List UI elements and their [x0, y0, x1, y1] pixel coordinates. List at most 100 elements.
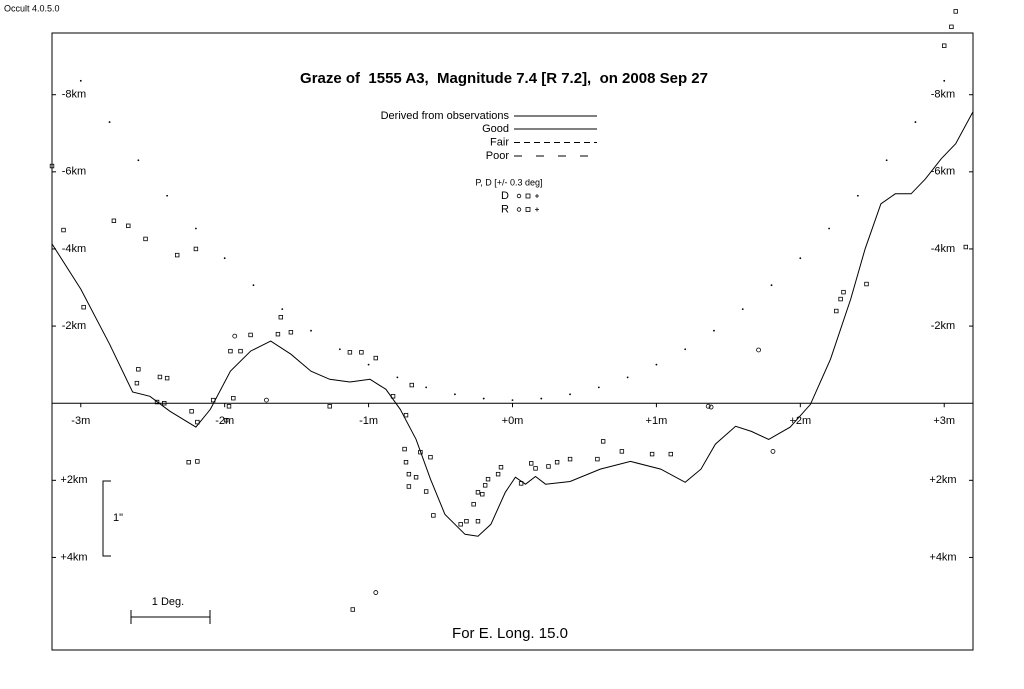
- limit-dot: [396, 376, 399, 379]
- observation-point: [475, 490, 481, 495]
- limit-dot: [655, 363, 658, 366]
- observation-point: [195, 419, 200, 425]
- limit-dot: [310, 329, 312, 332]
- limit-dot: [482, 397, 485, 400]
- observation-point: [668, 451, 673, 457]
- profile-line: [51, 111, 974, 537]
- legend-label: Poor: [486, 150, 510, 162]
- x-tick-label: +1m: [646, 415, 668, 427]
- limit-dot: [166, 194, 169, 197]
- y-tick-label: -6km: [931, 166, 955, 178]
- observation-point: [595, 456, 600, 462]
- legend-label: R: [501, 203, 509, 215]
- x-tick-label: -1m: [359, 415, 378, 427]
- y-tick-label: +4km: [60, 551, 87, 563]
- observation-point: [458, 522, 463, 527]
- limit-dot: [943, 79, 946, 82]
- legend-symbol: [516, 193, 522, 199]
- limit-dot: [828, 227, 830, 230]
- limit-dot: [569, 393, 571, 396]
- observation-point: [264, 397, 269, 403]
- limit-dot: [626, 376, 629, 379]
- observation-point: [275, 331, 281, 337]
- y-tick-label: +4km: [929, 551, 956, 563]
- observation-point: [475, 519, 481, 524]
- chart-title: Graze of 1555 A3, Magnitude 7.4 [R 7.2],…: [300, 70, 708, 87]
- observation-point: [347, 350, 353, 355]
- observation-point: [431, 513, 436, 518]
- observation-point: [278, 315, 284, 320]
- observation-point: [373, 590, 379, 595]
- observation-point: [111, 218, 117, 223]
- observation-point: [770, 449, 776, 454]
- observation-point: [649, 451, 655, 457]
- legend-symbols-title: P, D [+/- 0.3 deg]: [475, 177, 542, 187]
- observation-point: [186, 460, 191, 465]
- footer: For E. Long. 15.0: [452, 625, 568, 642]
- observation-point: [390, 394, 396, 399]
- x-tick-label: +2m: [789, 415, 811, 427]
- observation-point: [756, 347, 761, 353]
- limit-dot: [914, 121, 917, 123]
- observation-point: [471, 502, 476, 507]
- observation-point: [226, 404, 232, 409]
- observation-point: [195, 459, 200, 464]
- limit-dot: [223, 257, 226, 260]
- y-tick-label: +2km: [929, 474, 956, 486]
- y-tick-label: -4km: [62, 243, 86, 255]
- horizontal-scale-label: 1 Deg.: [152, 596, 184, 608]
- observation-point: [238, 348, 243, 354]
- observation-point: [157, 374, 163, 380]
- observation-point: [619, 449, 625, 454]
- observation-point: [228, 348, 233, 354]
- observation-point: [164, 375, 170, 381]
- limit-dot: [195, 227, 197, 230]
- legend-symbol: [516, 207, 522, 212]
- observation-point: [193, 246, 199, 252]
- observation-point: [49, 163, 55, 169]
- observation-point: [546, 464, 551, 469]
- limit-dot: [770, 284, 773, 287]
- limit-dot: [338, 348, 341, 351]
- legend-symbol: [525, 193, 531, 199]
- observation-point: [162, 400, 167, 406]
- limit-dot: [425, 386, 428, 389]
- y-tick-label: -2km: [931, 320, 955, 332]
- limit-dot: [511, 399, 514, 402]
- observation-point: [373, 355, 378, 361]
- observation-point: [708, 404, 714, 410]
- observation-point: [529, 461, 534, 466]
- y-tick-label: -8km: [62, 89, 86, 101]
- observation-point: [428, 454, 433, 460]
- observation-point: [288, 330, 294, 335]
- observation-point: [402, 446, 407, 452]
- legend-label: Derived from observations: [381, 110, 510, 122]
- app-label: Occult 4.0.5.0: [4, 3, 60, 13]
- limit-dot: [885, 159, 888, 162]
- observation-point: [210, 397, 216, 403]
- observation-point: [567, 456, 573, 462]
- legend-symbol: [535, 194, 539, 198]
- observation-point: [418, 449, 423, 455]
- legend-label: Fair: [490, 136, 509, 148]
- observation-point: [600, 439, 606, 444]
- limit-dot: [454, 393, 456, 396]
- observation-point: [409, 382, 414, 388]
- observation-point: [518, 481, 524, 486]
- observation-point: [464, 519, 469, 524]
- observation-point: [838, 296, 843, 302]
- observation-point: [350, 607, 355, 612]
- observation-point: [189, 409, 194, 414]
- observation-point: [554, 460, 560, 465]
- observation-point: [231, 395, 236, 401]
- observation-point: [533, 466, 538, 471]
- observation-point: [480, 492, 485, 497]
- observation-point: [154, 399, 160, 405]
- observation-point: [403, 412, 409, 418]
- observation-point: [834, 308, 839, 314]
- observation-point: [134, 380, 140, 386]
- limit-dot: [799, 257, 802, 260]
- legend-symbol: [525, 207, 531, 212]
